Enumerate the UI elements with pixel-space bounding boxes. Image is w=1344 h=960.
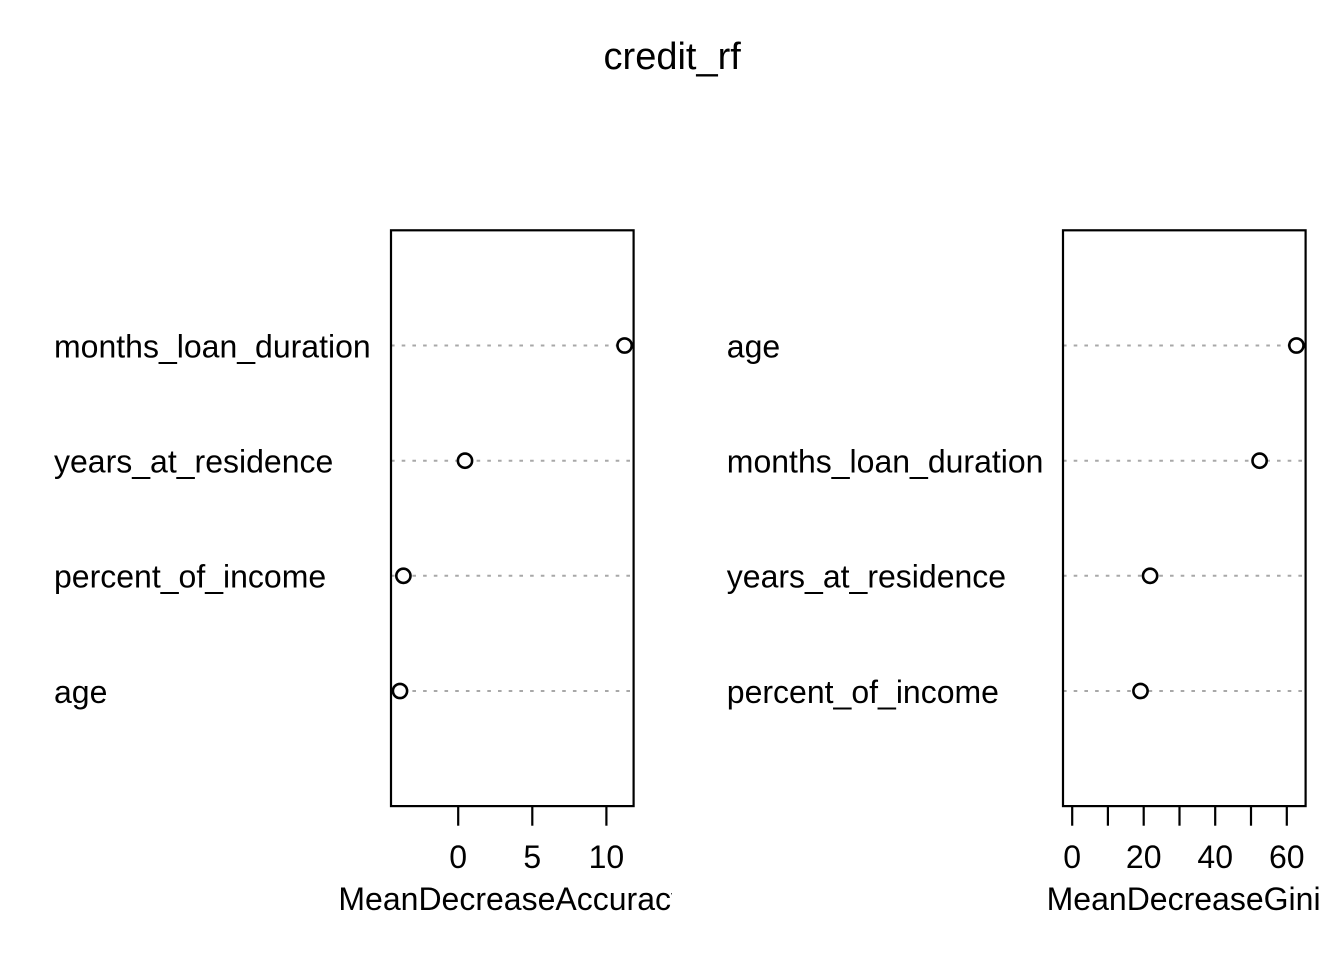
svg-text:months_loan_duration: months_loan_duration [54, 328, 371, 364]
svg-text:0: 0 [1063, 839, 1081, 875]
svg-text:age: age [54, 674, 107, 710]
svg-text:percent_of_income: percent_of_income [727, 674, 999, 710]
svg-text:40: 40 [1197, 839, 1233, 875]
svg-text:MeanDecreaseAccuracy: MeanDecreaseAccuracy [338, 881, 687, 917]
svg-text:months_loan_duration: months_loan_duration [727, 444, 1044, 480]
svg-text:5: 5 [523, 839, 541, 875]
svg-text:credit_rf: credit_rf [604, 36, 742, 78]
svg-text:MeanDecreaseGini: MeanDecreaseGini [1047, 881, 1321, 917]
svg-text:20: 20 [1126, 839, 1162, 875]
svg-text:0: 0 [449, 839, 467, 875]
svg-text:60: 60 [1269, 839, 1305, 875]
svg-text:age: age [727, 328, 780, 364]
svg-text:years_at_residence: years_at_residence [54, 444, 333, 480]
svg-text:10: 10 [589, 839, 625, 875]
svg-text:percent_of_income: percent_of_income [54, 559, 326, 595]
svg-text:years_at_residence: years_at_residence [727, 559, 1006, 595]
